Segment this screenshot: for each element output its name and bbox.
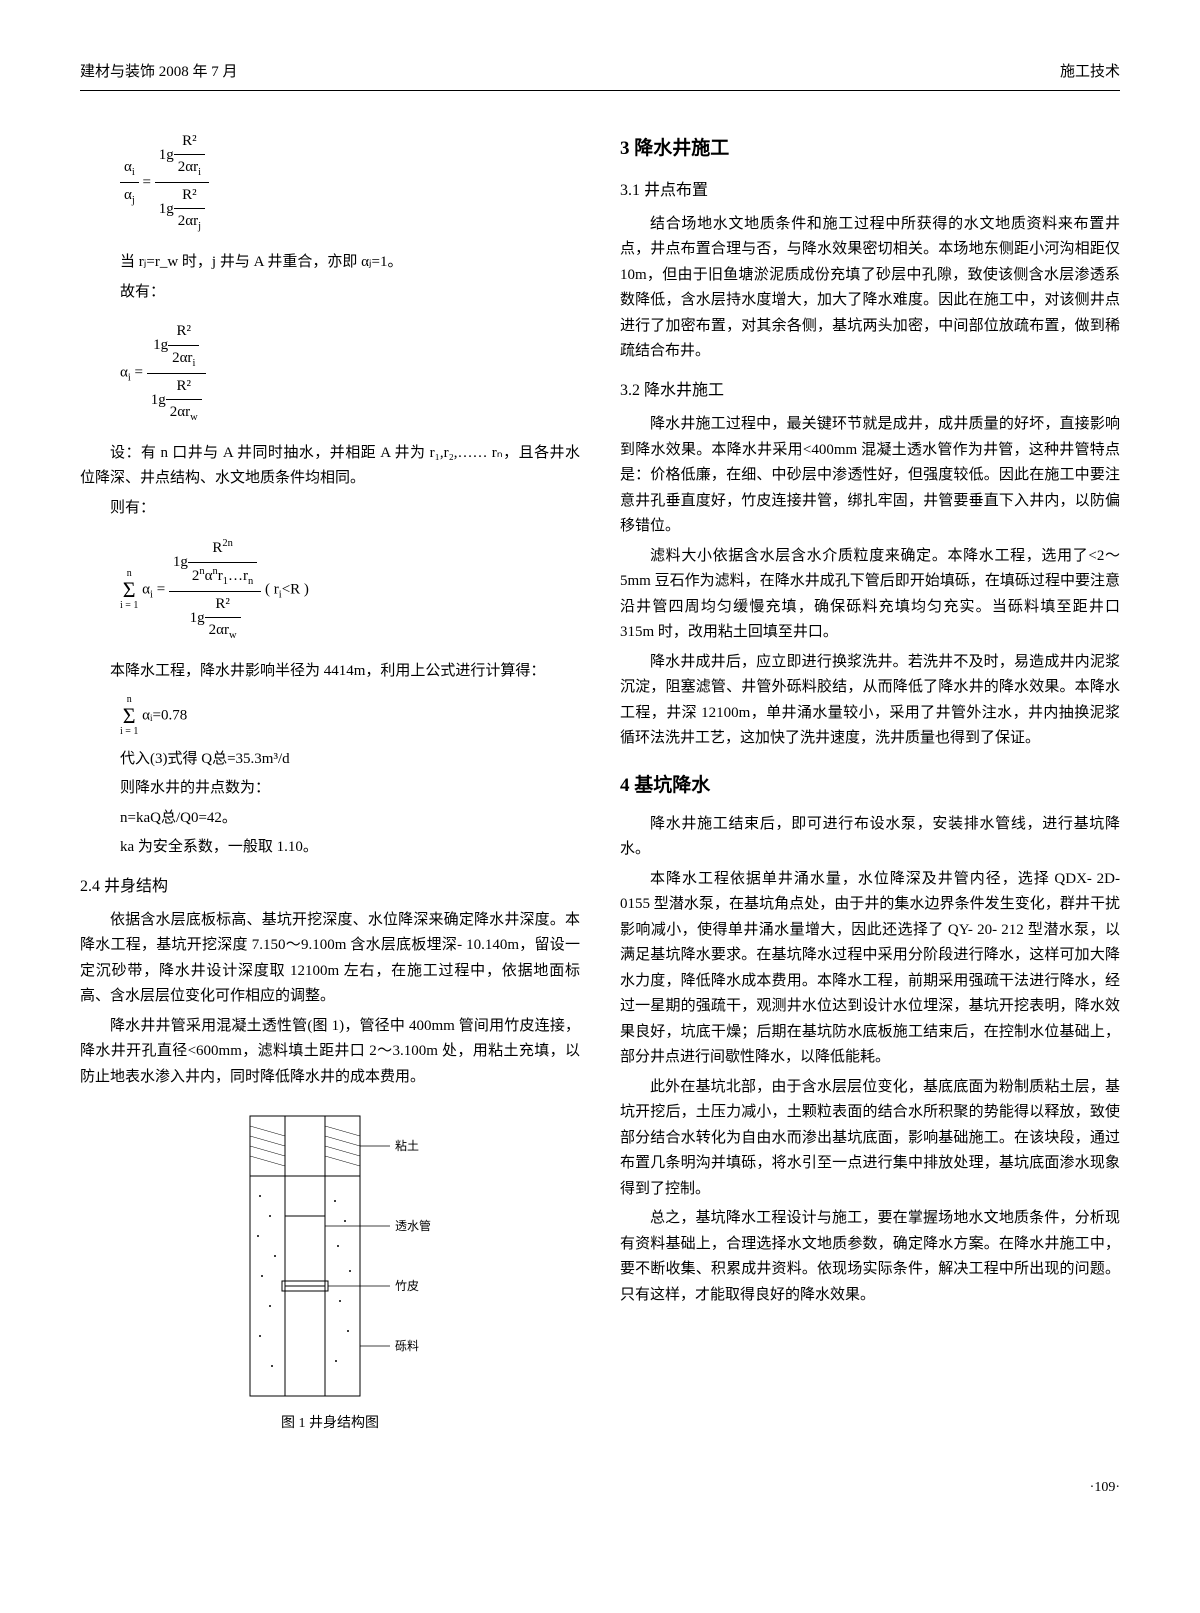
header-left: 建材与装饰 2008 年 7 月 <box>80 60 238 86</box>
sec24-p2: 降水井井管采用混凝土透性管(图 1)，管径中 400mm 管间用竹皮连接，降水井… <box>80 1014 580 1091</box>
section-4-title: 4 基坑降水 <box>620 770 1120 802</box>
formula-note-2: 故有： <box>120 280 580 306</box>
sec32-p3: 降水井成井后，应立即进行换浆洗井。若洗井不及时，易造成井内泥浆沉淀，阻塞滤管、井… <box>620 650 1120 752</box>
figure-1-caption: 图 1 井身结构图 <box>80 1412 580 1436</box>
label-clay: 粘土 <box>395 1138 419 1153</box>
page-number: ·109· <box>80 1476 1120 1500</box>
formula-note-1: 当 rⱼ=r_w 时，j 井与 A 井重合，亦即 αⱼ=1。 <box>120 250 580 276</box>
content-columns: αiαj = 1gR²2αri 1gR²2αrj 当 rⱼ=r_w 时，j 井与… <box>80 115 1120 1453</box>
page-header: 建材与装饰 2008 年 7 月 施工技术 <box>80 60 1120 91</box>
well-structure-diagram: 粘土 透水管 竹皮 砾料 <box>210 1106 450 1406</box>
sec4-p3: 此外在基坑北部，由于含水层层位变化，基底底面为粉制质粘土层，基坑开挖后，土压力减… <box>620 1075 1120 1203</box>
formula-sigma-result: nΣi = 1 αᵢ=0.78 <box>120 695 580 737</box>
section-2-4-title: 2.4 井身结构 <box>80 873 580 900</box>
sec31-p1: 结合场地水文地质条件和施工过程中所获得的水文地质资料来布置井点，井点布置合理与否… <box>620 212 1120 365</box>
formula-sum-alpha: nΣi = 1 αi = 1gR2n2nαnr1…rn 1gR²2αrw ( r… <box>120 535 580 645</box>
ka-note: ka 为安全系数，一般取 1.10。 <box>120 835 580 861</box>
wells-intro: 则降水井的井点数为： <box>120 776 580 802</box>
sec4-p1: 降水井施工结束后，即可进行布设水泵，安装排水管线，进行基坑降水。 <box>620 812 1120 863</box>
sec24-p1: 依据含水层底板标高、基坑开挖深度、水位降深来确定降水井深度。本降水工程，基坑开挖… <box>80 908 580 1010</box>
section-3-2-title: 3.2 降水井施工 <box>620 377 1120 404</box>
calc-intro: 本降水工程，降水井影响半径为 4414m，利用上公式进行计算得： <box>80 659 580 685</box>
section-3-title: 3 降水井施工 <box>620 133 1120 165</box>
section-3-1-title: 3.1 井点布置 <box>620 177 1120 204</box>
wells-formula: n=kaQ总/Q0=42。 <box>120 806 580 832</box>
right-column: 3 降水井施工 3.1 井点布置 结合场地水文地质条件和施工过程中所获得的水文地… <box>620 115 1120 1453</box>
label-bamboo: 竹皮 <box>395 1279 419 1293</box>
formula-alpha-i: αi = 1gR²2αri 1gR²2αrw <box>120 319 580 427</box>
label-pipe: 透水管 <box>395 1218 431 1233</box>
sec32-p1: 降水井施工过程中，最关键环节就是成井，成井质量的好坏，直接影响到降水效果。本降水… <box>620 412 1120 540</box>
left-column: αiαj = 1gR²2αri 1gR²2αrj 当 rⱼ=r_w 时，j 井与… <box>80 115 580 1453</box>
figure-1: 粘土 透水管 竹皮 砾料 图 1 井身结构图 <box>80 1106 580 1436</box>
sec4-p2: 本降水工程依据单井涌水量，水位降深及井管内径，选择 QDX- 2D- 0155 … <box>620 867 1120 1071</box>
derivation-intro: 设：有 n 口井与 A 井同时抽水，并相距 A 井为 r₁,r₂,…… rₙ，且… <box>80 441 580 492</box>
sec32-p2: 滤料大小依据含水层含水介质粒度来确定。本降水工程，选用了<2～5mm 豆石作为滤… <box>620 544 1120 646</box>
label-filter: 砾料 <box>395 1339 419 1353</box>
subst-result: 代入(3)式得 Q总=35.3m³/d <box>120 747 580 773</box>
formula-alpha-ratio: αiαj = 1gR²2αri 1gR²2αrj <box>120 129 580 237</box>
sec4-p4: 总之，基坑降水工程设计与施工，要在掌握场地水文地质条件，分析现有资料基础上，合理… <box>620 1206 1120 1308</box>
header-right: 施工技术 <box>1060 60 1120 86</box>
derivation-then: 则有： <box>80 496 580 522</box>
